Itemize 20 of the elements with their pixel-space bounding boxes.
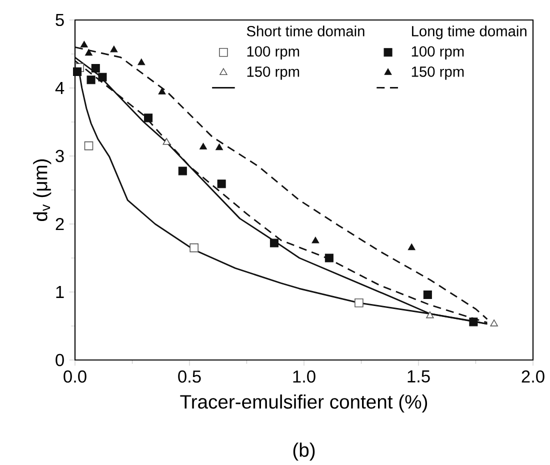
x-tick-label: 1.5	[408, 370, 430, 382]
annotation: Long time domain	[412, 26, 526, 40]
legend-label: 150 rpm	[412, 66, 464, 80]
legend-label: 100 rpm	[412, 46, 464, 60]
legend-label: 150 rpm	[247, 66, 300, 80]
text: (b)	[293, 442, 315, 461]
x-tick-label: 0.5	[178, 370, 201, 383]
x-tick-label: 0.0	[64, 370, 86, 383]
y-tick-label: 4	[55, 82, 64, 94]
y-tick-label: 0	[56, 354, 64, 366]
legend-label: 100 rpm	[247, 46, 300, 60]
y-tick-label: 5	[56, 14, 64, 26]
y-tick-label: 3	[56, 150, 64, 162]
y-tick-label: 1	[56, 286, 64, 298]
y-axis-title: d$_{v}$ (μm)	[33, 159, 52, 222]
x-tick-label: 1.0	[293, 370, 316, 383]
y-tick-label: 2	[56, 218, 64, 230]
x-tick-label: 2.0	[522, 370, 544, 383]
annotation: Short time domain	[246, 26, 364, 36]
x-axis-title: Tracer-emulsifier content (%)	[180, 394, 428, 413]
